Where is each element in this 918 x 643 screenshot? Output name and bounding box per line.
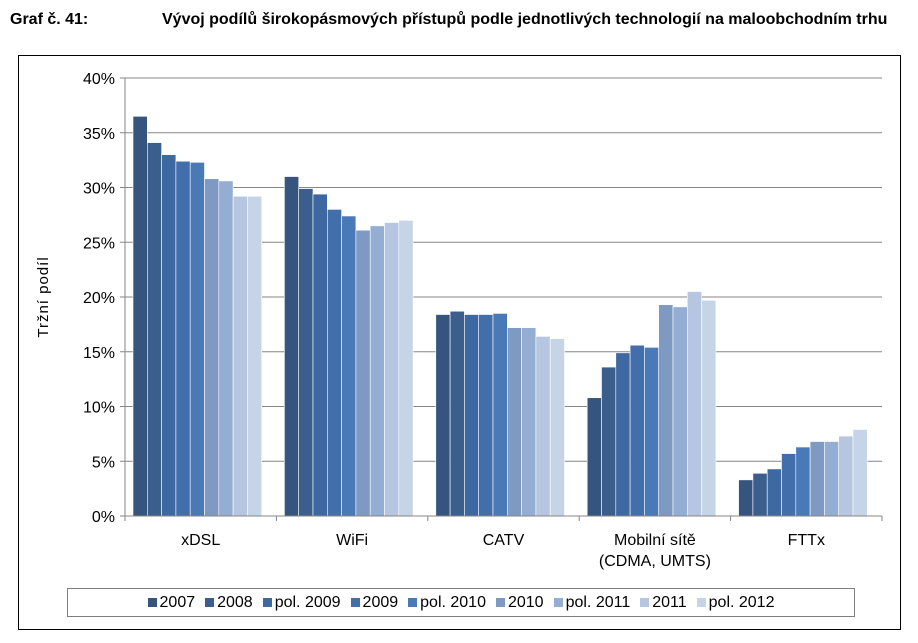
legend-swatch — [262, 598, 272, 607]
bar — [341, 215, 357, 517]
bar — [615, 352, 631, 517]
legend-label: 2009 — [362, 593, 399, 611]
legend-item: pol. 2012 — [696, 593, 775, 612]
y-tick-label: 40% — [83, 71, 115, 88]
y-tick-label: 0% — [92, 509, 115, 526]
x-tick-label: CATV — [483, 532, 525, 549]
bar — [355, 229, 371, 517]
bar — [132, 116, 148, 517]
chart-legend: 2007 2008 pol. 2009 2009 pol. 2010 2010 pol. 2… — [67, 588, 855, 617]
bar — [852, 429, 868, 517]
y-tick-label: 25% — [83, 235, 115, 252]
chart-header: Graf č. 41: Vývoj podílů širokopásmových… — [10, 10, 910, 54]
legend-swatch — [147, 598, 157, 607]
bar — [189, 162, 205, 517]
bar — [838, 435, 854, 517]
bar — [435, 314, 451, 517]
bar — [752, 472, 768, 517]
chart-title: Vývoj podílů širokopásmových přístupů po… — [162, 11, 888, 28]
legend-label: pol. 2010 — [420, 593, 486, 611]
x-tick-label: (CDMA, UMTS) — [599, 553, 711, 570]
legend-swatch — [696, 598, 706, 607]
bar — [766, 468, 782, 517]
legend-label: pol. 2009 — [274, 593, 341, 611]
y-axis-title: Tržní podíl — [35, 256, 52, 337]
legend-swatch — [553, 598, 563, 607]
chart-number-label: Graf č. 41: — [10, 11, 89, 28]
y-tick-label: 15% — [83, 345, 115, 362]
y-tick-label: 35% — [83, 126, 115, 143]
y-tick-label: 30% — [83, 181, 115, 198]
bar — [629, 344, 645, 517]
bar — [701, 299, 717, 517]
x-tick-label: Mobilní sítě — [614, 532, 696, 549]
bar — [384, 222, 400, 517]
y-tick-label: 10% — [83, 400, 115, 417]
legend-item: 2008 — [205, 594, 253, 612]
bar — [521, 327, 537, 517]
bar — [326, 209, 342, 517]
bar — [298, 188, 314, 517]
legend-label: 2007 — [159, 593, 196, 611]
bar — [601, 366, 617, 517]
bar — [586, 397, 602, 517]
bar — [218, 180, 234, 517]
bar — [781, 453, 797, 517]
legend-swatch — [640, 598, 650, 607]
bar — [686, 291, 702, 517]
bar — [549, 338, 565, 517]
legend-swatch — [350, 598, 360, 607]
y-tick-label: 5% — [92, 454, 115, 471]
bar — [284, 176, 299, 517]
x-tick-label: WiFi — [336, 532, 368, 549]
legend-swatch — [495, 598, 505, 607]
bar — [247, 195, 262, 517]
bar — [809, 441, 825, 517]
legend-item: pol. 2010 — [408, 594, 486, 612]
legend-label: pol. 2011 — [565, 593, 631, 611]
legend-swatch — [205, 598, 215, 607]
bar — [658, 304, 674, 517]
bar — [204, 178, 220, 517]
legend-item: 2011 — [640, 593, 687, 612]
bar — [147, 142, 162, 517]
bar — [672, 306, 688, 517]
bar — [449, 310, 465, 517]
bar — [738, 479, 754, 517]
x-tick-label: xDSL — [181, 532, 220, 549]
bar — [506, 327, 522, 517]
legend-label: 2010 — [507, 593, 544, 611]
bar — [369, 225, 385, 517]
legend-item: 2010 — [495, 593, 544, 612]
bar — [478, 314, 494, 517]
chart-frame — [18, 55, 901, 630]
legend-label: 2011 — [652, 593, 687, 611]
bar — [492, 313, 508, 517]
bar — [795, 446, 811, 517]
legend-item: 2009 — [350, 593, 399, 612]
legend-item: pol. 2009 — [262, 593, 341, 612]
legend-label: 2008 — [217, 593, 253, 611]
bar — [161, 154, 177, 517]
x-tick-label: FTTx — [788, 532, 825, 549]
bar — [464, 314, 479, 517]
legend-swatch — [408, 598, 418, 607]
bar — [535, 336, 551, 517]
bar — [312, 193, 328, 517]
bar — [398, 220, 414, 517]
bar — [232, 195, 248, 517]
bar — [644, 347, 660, 517]
legend-label: pol. 2012 — [708, 593, 775, 611]
legend-item: pol. 2011 — [553, 593, 631, 612]
bar — [175, 160, 191, 517]
bar — [824, 441, 840, 517]
legend-item: 2007 — [147, 593, 196, 612]
y-tick-label: 20% — [83, 290, 115, 307]
